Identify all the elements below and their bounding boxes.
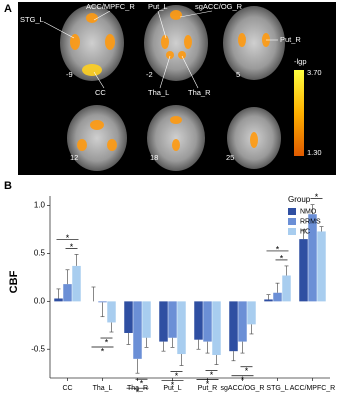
significance-marker: * xyxy=(70,242,74,252)
bar xyxy=(299,239,308,302)
bar xyxy=(308,214,317,302)
significance-marker: * xyxy=(136,388,140,398)
significance-marker: * xyxy=(280,253,284,263)
y-tick-label: 0.0 xyxy=(34,296,46,305)
bar xyxy=(159,301,168,342)
significance-marker: * xyxy=(66,233,70,243)
bar xyxy=(124,301,133,333)
significance-marker: * xyxy=(140,379,144,389)
bar xyxy=(317,231,326,302)
significance-marker: * xyxy=(101,346,105,356)
y-axis-label: CBF xyxy=(8,270,20,293)
x-tick-label: ACC/MPFC_R xyxy=(290,385,336,392)
colorbar-title: -lgp xyxy=(294,57,307,66)
bar xyxy=(264,299,273,302)
bar xyxy=(107,301,116,323)
bar xyxy=(203,301,212,342)
slice-label: 18 xyxy=(150,153,158,162)
significance-marker: * xyxy=(206,379,210,389)
significance-marker: * xyxy=(105,337,109,347)
x-tick-label: Tha_L xyxy=(93,385,113,392)
bar xyxy=(194,301,203,340)
bar xyxy=(168,301,177,338)
slice-label: 25 xyxy=(226,153,234,162)
significance-marker: * xyxy=(245,366,249,376)
legend-label: HC xyxy=(300,228,310,235)
significance-marker: * xyxy=(315,192,319,202)
bar xyxy=(177,301,186,355)
colorbar-min: 1.30 xyxy=(307,148,322,157)
bar xyxy=(273,292,282,302)
region-label: sgACC/OG_R xyxy=(195,2,243,11)
legend-swatch xyxy=(288,218,296,225)
legend-label: NMO xyxy=(300,208,317,215)
legend-swatch xyxy=(288,208,296,215)
brain-slices xyxy=(60,5,285,171)
colorbar xyxy=(294,70,304,156)
x-tick-label: Put_R xyxy=(198,385,217,392)
region-label: Tha_R xyxy=(188,88,211,97)
slice-label: -2 xyxy=(146,70,153,79)
bar xyxy=(247,301,256,325)
region-label: CC xyxy=(95,88,106,97)
bar xyxy=(142,301,151,338)
bar xyxy=(229,301,238,352)
y-tick-label: 1.0 xyxy=(34,201,46,210)
panel-label: B xyxy=(4,180,12,192)
bar xyxy=(54,298,63,302)
region-label: ACC/MPFC_R xyxy=(86,2,135,11)
region-label: Put_L xyxy=(148,2,168,11)
x-tick-label: sgACC/OG_R xyxy=(221,385,265,392)
bar xyxy=(72,265,81,302)
slice-label: 12 xyxy=(70,153,78,162)
significance-marker: * xyxy=(210,370,214,380)
legend-label: RRMS xyxy=(300,218,321,225)
legend-title: Group xyxy=(288,195,311,204)
y-tick-label: 0.5 xyxy=(34,249,46,258)
bar xyxy=(63,284,72,302)
slice-label: 5 xyxy=(236,70,240,79)
x-tick-label: Put_L xyxy=(163,385,181,392)
region-label: Put_R xyxy=(280,35,301,44)
panel-label: A xyxy=(4,3,12,15)
bar xyxy=(238,301,247,342)
region-label: STG_L xyxy=(20,15,44,24)
significance-marker: * xyxy=(175,371,179,381)
bar xyxy=(282,275,291,302)
region-label: Tha_L xyxy=(148,88,169,97)
significance-marker: * xyxy=(171,380,175,390)
y-tick-label: -0.5 xyxy=(31,344,45,353)
significance-marker: * xyxy=(241,375,245,385)
x-tick-label: STG_L xyxy=(266,385,288,392)
slice-label: -9 xyxy=(66,70,73,79)
x-tick-label: CC xyxy=(62,385,72,392)
significance-marker: * xyxy=(276,244,280,254)
colorbar-max: 3.70 xyxy=(307,68,322,77)
bar xyxy=(212,301,221,356)
legend-swatch xyxy=(288,228,296,235)
region-pointers xyxy=(43,10,278,89)
bar xyxy=(133,301,142,359)
bar xyxy=(98,301,107,303)
